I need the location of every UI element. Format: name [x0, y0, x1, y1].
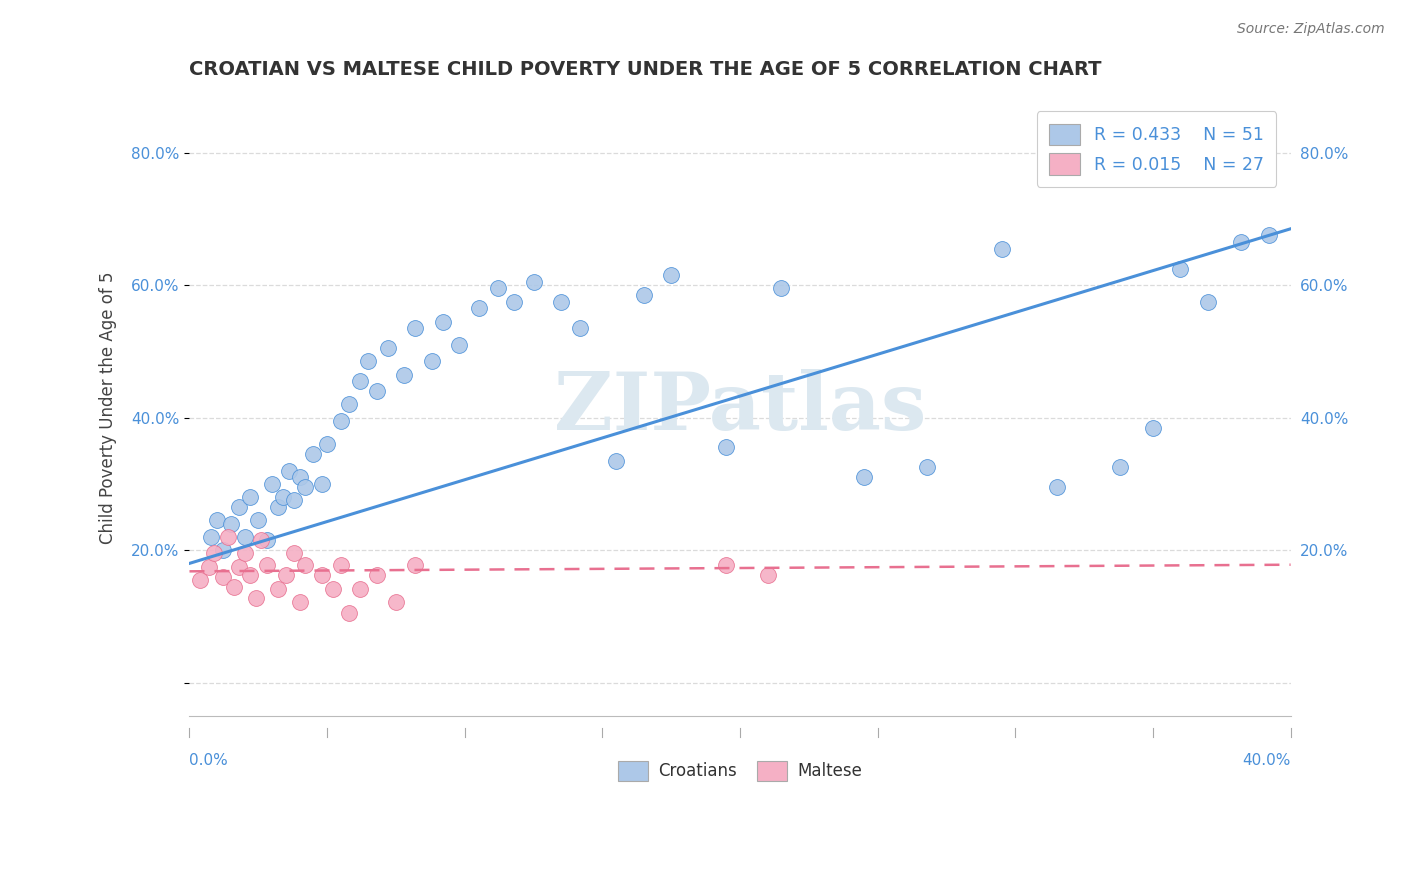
Point: [1230, 235, 1253, 249]
Point: [239, 490, 262, 504]
Point: [219, 516, 242, 531]
Point: [550, 294, 572, 309]
Point: [432, 314, 454, 328]
Point: [228, 500, 250, 514]
Point: [256, 533, 278, 548]
Text: ZIPatlas: ZIPatlas: [554, 368, 927, 447]
Point: [377, 341, 399, 355]
Point: [239, 568, 262, 582]
Point: [211, 569, 233, 583]
Point: [990, 242, 1012, 256]
Point: [288, 595, 311, 609]
Point: [770, 281, 793, 295]
Point: [228, 559, 250, 574]
Point: [337, 606, 360, 620]
Point: [283, 493, 305, 508]
Point: [250, 533, 273, 548]
Point: [1045, 480, 1067, 494]
Point: [486, 281, 509, 295]
Point: [385, 595, 408, 609]
Point: [211, 543, 233, 558]
Point: [357, 354, 380, 368]
Point: [277, 464, 299, 478]
Point: [404, 321, 426, 335]
Point: [311, 476, 333, 491]
Point: [420, 354, 443, 368]
Point: [266, 582, 288, 596]
Point: [1109, 460, 1132, 475]
Text: 0.0%: 0.0%: [190, 753, 228, 768]
Point: [200, 530, 222, 544]
Point: [329, 558, 352, 572]
Point: [449, 337, 471, 351]
Legend: Croatians, Maltese: Croatians, Maltese: [612, 754, 869, 788]
Y-axis label: Child Poverty Under the Age of 5: Child Poverty Under the Age of 5: [100, 271, 117, 544]
Point: [392, 368, 415, 382]
Point: [569, 321, 592, 335]
Point: [852, 470, 875, 484]
Point: [217, 530, 239, 544]
Point: [311, 568, 333, 582]
Point: [329, 414, 352, 428]
Point: [633, 288, 655, 302]
Point: [915, 460, 938, 475]
Point: [271, 490, 294, 504]
Point: [302, 447, 325, 461]
Point: [366, 568, 388, 582]
Point: [260, 476, 283, 491]
Point: [266, 500, 288, 514]
Point: [756, 568, 779, 582]
Point: [366, 384, 388, 398]
Point: [337, 397, 360, 411]
Point: [716, 441, 738, 455]
Point: [1257, 228, 1279, 243]
Point: [322, 582, 344, 596]
Point: [1142, 420, 1164, 434]
Point: [222, 580, 245, 594]
Point: [245, 591, 267, 605]
Point: [288, 470, 311, 484]
Point: [233, 530, 256, 544]
Point: [197, 559, 219, 574]
Point: [190, 573, 212, 587]
Point: [256, 558, 278, 572]
Point: [1170, 261, 1192, 276]
Text: Source: ZipAtlas.com: Source: ZipAtlas.com: [1237, 22, 1385, 37]
Point: [349, 582, 371, 596]
Point: [1197, 294, 1219, 309]
Point: [716, 558, 738, 572]
Point: [404, 558, 426, 572]
Text: 40.0%: 40.0%: [1243, 753, 1291, 768]
Point: [294, 558, 316, 572]
Point: [467, 301, 489, 316]
Point: [202, 546, 225, 560]
Point: [205, 513, 228, 527]
Point: [294, 480, 316, 494]
Point: [283, 546, 305, 560]
Point: [659, 268, 682, 282]
Text: CROATIAN VS MALTESE CHILD POVERTY UNDER THE AGE OF 5 CORRELATION CHART: CROATIAN VS MALTESE CHILD POVERTY UNDER …: [190, 60, 1102, 78]
Point: [522, 275, 544, 289]
Point: [316, 437, 339, 451]
Point: [503, 294, 526, 309]
Point: [349, 374, 371, 388]
Point: [247, 513, 270, 527]
Point: [233, 546, 256, 560]
Point: [605, 453, 627, 467]
Point: [274, 568, 297, 582]
